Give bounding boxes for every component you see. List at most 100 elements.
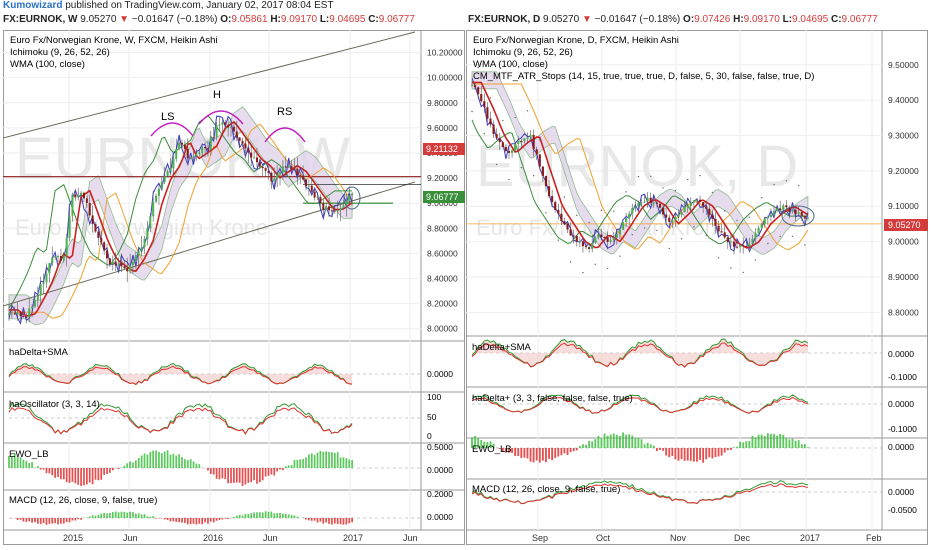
candle-body — [270, 172, 273, 182]
time-axis-tick: 2017 — [800, 533, 820, 543]
candle-body — [163, 176, 166, 182]
histogram-bar — [548, 448, 550, 459]
histogram-bar — [94, 468, 97, 480]
histogram-bar — [169, 454, 172, 468]
left-chart-svg[interactable]: EURNOK, W Euro Fx/Norwegian Krone LS H R… — [3, 30, 465, 545]
histogram-bar — [39, 468, 42, 470]
left-quote-line: FX:EURNOK, W 9.05270 ▼ −0.01647 (−0.18%)… — [3, 14, 415, 26]
candle-body — [646, 197, 649, 202]
histogram-bar — [625, 434, 628, 448]
candle-body — [241, 140, 244, 144]
time-axis-tick: Nov — [670, 533, 687, 543]
histogram-bar — [224, 518, 227, 519]
histogram-bar — [477, 437, 480, 448]
candle-body — [183, 144, 186, 149]
histogram-bar — [117, 468, 120, 470]
histogram-bar — [717, 448, 720, 457]
candle-body — [129, 265, 132, 272]
pattern-label-rs: RS — [277, 106, 292, 118]
histogram-bar — [204, 518, 206, 523]
right-legend-3: WMA (100, close) — [473, 59, 548, 70]
candle-body — [51, 257, 54, 264]
histogram-bar — [42, 468, 45, 470]
left-down-arrow-icon: ▼ — [119, 14, 130, 25]
histogram-bar — [195, 518, 198, 525]
candle-body — [668, 217, 671, 222]
candle-body — [336, 210, 339, 212]
histogram-bar — [241, 515, 244, 518]
atr-stop-dot — [711, 191, 714, 194]
histogram-bar — [120, 511, 123, 518]
left-price-series — [3, 31, 421, 525]
histogram-bar — [276, 513, 279, 518]
left-pane3-tick: 0.5000 — [427, 442, 453, 452]
atr-stop-dot — [471, 110, 473, 113]
candle-body — [594, 237, 597, 243]
histogram-bar — [175, 518, 178, 522]
time-axis-tick: Feb — [866, 533, 882, 543]
atr-stop-dot — [545, 212, 547, 214]
candle-body — [661, 207, 665, 215]
histogram-bar — [42, 518, 45, 524]
left-open-label: O: — [220, 14, 232, 25]
histogram-bar — [754, 437, 757, 448]
atr-stop-dot — [754, 259, 757, 261]
left-chart[interactable]: EURNOK, W Euro Fx/Norwegian Krone LS H R… — [3, 30, 465, 545]
histogram-bar — [310, 453, 313, 468]
histogram-bar — [702, 448, 705, 463]
atr-stop-dot — [656, 229, 658, 232]
histogram-bar — [77, 468, 80, 485]
histogram-bar — [233, 516, 235, 518]
histogram-bar — [480, 440, 483, 448]
histogram-bar — [36, 466, 39, 468]
left-chart-frame — [3, 30, 465, 545]
right-chart[interactable]: EURNOK, D Euro Fx/Norwegian Krone 9.5000… — [466, 30, 928, 545]
candle-body — [729, 241, 732, 243]
candle-body — [477, 87, 480, 95]
candle-body — [652, 202, 655, 204]
histogram-bar — [276, 468, 279, 472]
histogram-bar — [111, 512, 114, 518]
atr-stop-dot — [582, 271, 584, 274]
histogram-bar — [57, 468, 59, 477]
left-pane2-title: haOscillator (3, 3, 14) — [9, 399, 100, 410]
histogram-bar — [560, 448, 563, 456]
left-price: 9.05270 — [80, 14, 117, 25]
atr-stop-dot — [551, 174, 553, 177]
histogram-bar — [227, 518, 229, 520]
histogram-bar — [603, 433, 606, 448]
candle-body — [351, 193, 354, 196]
histogram-bar — [16, 457, 19, 468]
histogram-bar — [333, 518, 336, 524]
atr-stop-dot — [674, 189, 677, 192]
histogram-bar — [609, 434, 612, 448]
histogram-bar — [71, 518, 74, 521]
candle-body — [310, 185, 313, 192]
candle-body — [198, 153, 201, 155]
histogram-bar — [65, 468, 68, 483]
candle-body — [674, 216, 677, 221]
candle-body — [791, 209, 794, 212]
candle-body — [732, 241, 736, 247]
candle-body — [59, 256, 62, 261]
author-link[interactable]: Kumowizard — [3, 0, 63, 11]
histogram-bar — [22, 518, 25, 522]
candle-body — [169, 168, 172, 172]
time-axis-tick: Sep — [532, 533, 548, 543]
candle-body — [206, 148, 209, 150]
candle-body — [88, 202, 91, 216]
candle-body — [307, 185, 310, 187]
histogram-bar — [310, 518, 313, 521]
histogram-bar — [342, 518, 345, 525]
candle-body — [763, 218, 766, 225]
histogram-bar — [511, 448, 513, 453]
histogram-bar — [39, 518, 42, 525]
right-chart-svg[interactable]: EURNOK, D Euro Fx/Norwegian Krone 9.5000… — [466, 30, 928, 545]
histogram-bar — [132, 462, 134, 468]
left-pane3-title: EWO_LB — [9, 449, 49, 460]
histogram-bar — [166, 518, 169, 521]
histogram-bar — [120, 467, 123, 468]
histogram-bar — [181, 457, 183, 468]
atr-stop-dot — [532, 175, 535, 177]
left-low: 9.04695 — [329, 14, 366, 25]
